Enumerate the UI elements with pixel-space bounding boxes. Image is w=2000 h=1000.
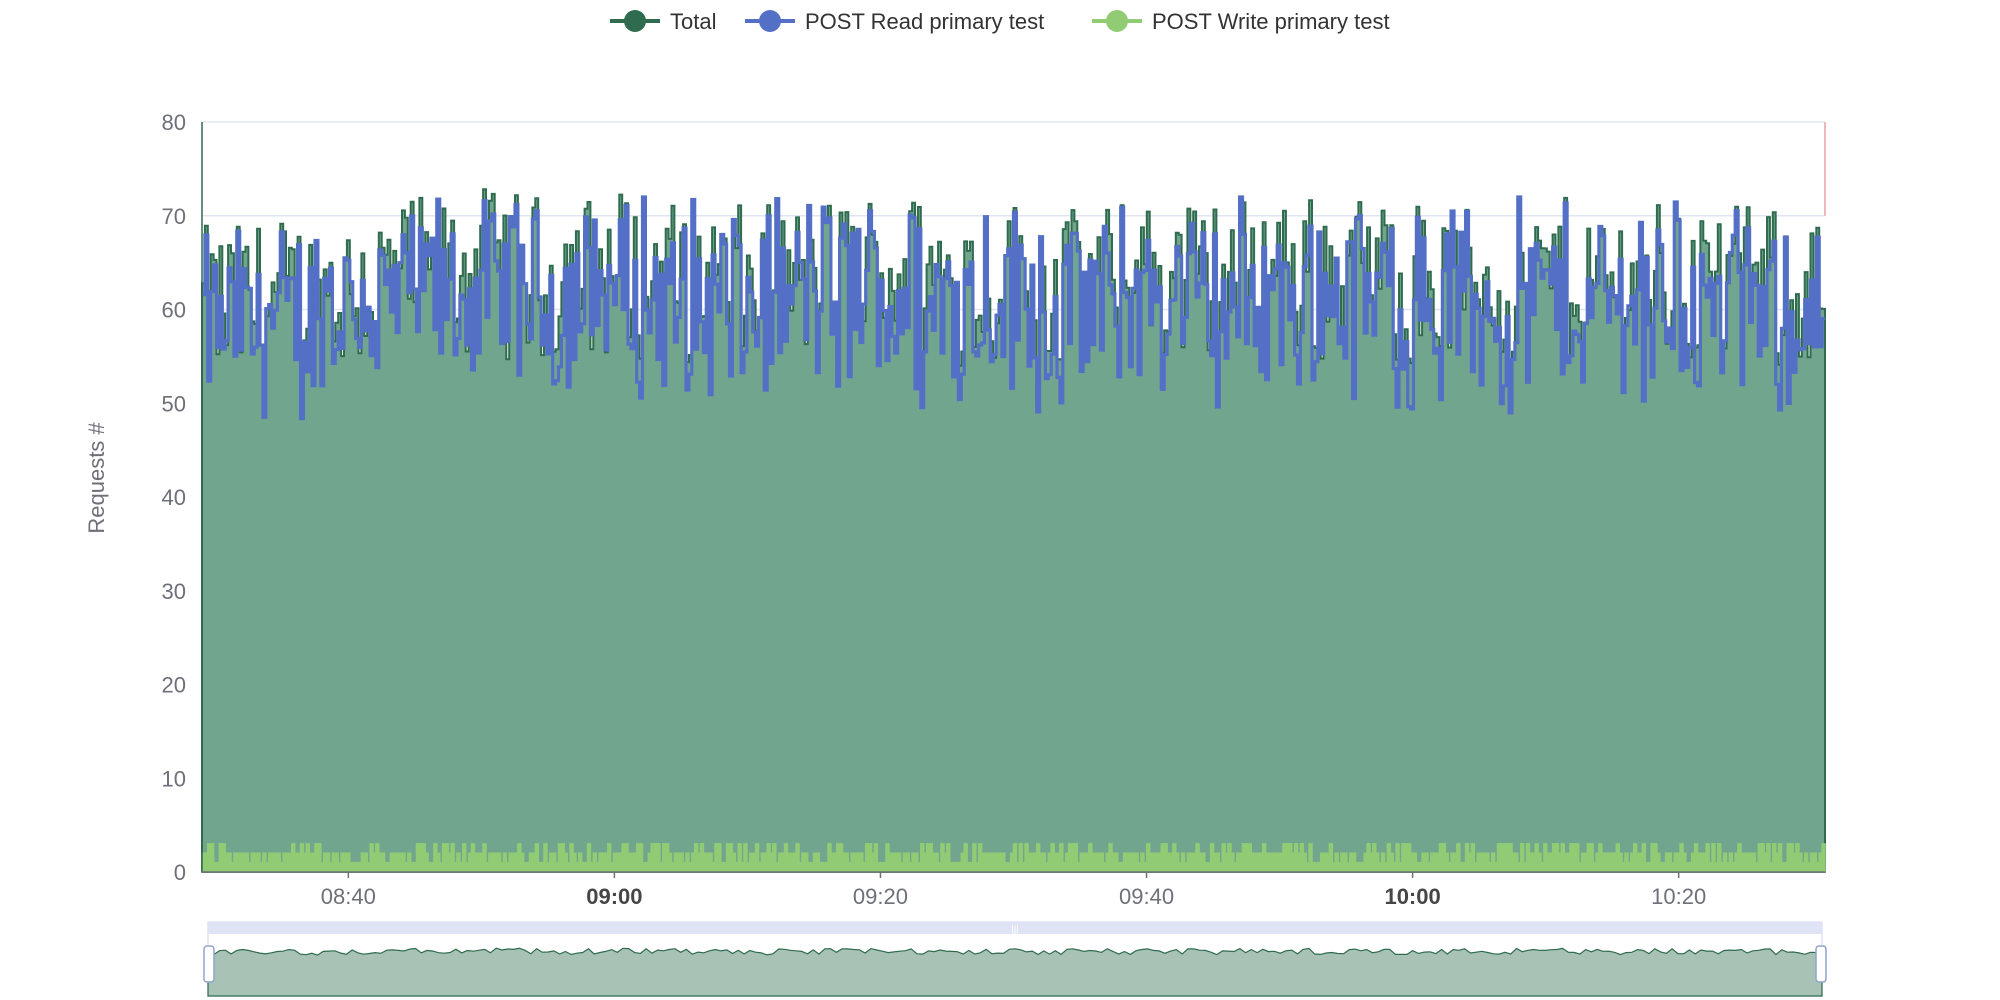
x-tick-label: 09:20 [853, 884, 908, 909]
x-tick-label: 09:00 [586, 884, 642, 909]
legend-item-write[interactable]: POST Write primary test [1092, 9, 1390, 34]
data-zoom-slider[interactable]: ||| [203, 921, 1827, 997]
y-axis-title: Requests # [84, 422, 109, 534]
legend-read-marker [759, 10, 781, 32]
x-tick-label: 10:00 [1384, 884, 1440, 909]
legend-read-label: POST Read primary test [805, 9, 1044, 34]
zoom-handle-right[interactable] [1815, 945, 1827, 983]
x-tick-label: 10:20 [1651, 884, 1706, 909]
x-tick-label: 09:40 [1119, 884, 1174, 909]
series-read-line [202, 195, 1825, 421]
y-tick-label: 20 [162, 673, 186, 698]
y-tick-label: 60 [162, 298, 186, 323]
series-write-area [201, 843, 1826, 873]
y-tick-label: 80 [162, 110, 186, 135]
y-tick-label: 70 [162, 204, 186, 229]
y-tick-label: 0 [174, 860, 186, 885]
legend-total-marker [624, 10, 646, 32]
legend-write-label: POST Write primary test [1152, 9, 1390, 34]
y-axis-ticks: 0 10 20 30 40 50 60 70 80 [162, 110, 186, 885]
legend-write-marker [1106, 10, 1128, 32]
zoom-move-bar[interactable] [208, 922, 1822, 934]
y-tick-label: 30 [162, 579, 186, 604]
zoom-preview-area [207, 947, 1823, 997]
y-tick-label: 10 [162, 766, 186, 791]
x-tick-label: 08:40 [321, 884, 376, 909]
legend-total-label: Total [670, 9, 716, 34]
zoom-grip-icon[interactable]: ||| [1011, 925, 1019, 936]
legend-item-total[interactable]: Total [610, 9, 716, 34]
zoom-handle-left[interactable] [203, 945, 215, 983]
y-tick-label: 40 [162, 485, 186, 510]
plot-area [201, 122, 1826, 873]
legend: Total POST Read primary test POST Write … [610, 9, 1390, 34]
legend-item-read[interactable]: POST Read primary test [745, 9, 1044, 34]
x-axis-ticks: 08:40 09:00 09:20 09:40 10:00 10:20 [321, 872, 1706, 909]
y-tick-label: 50 [162, 391, 186, 416]
